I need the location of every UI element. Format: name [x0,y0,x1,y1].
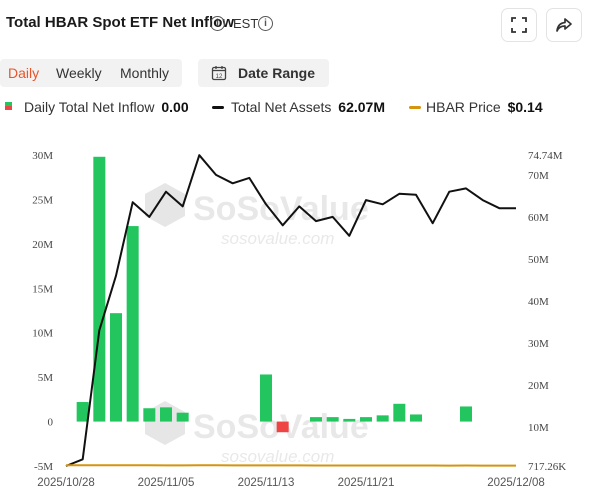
inflow-bar [376,415,389,422]
legend-value-assets: 62.07M [338,99,385,115]
left-tick-label: 30M [32,150,53,162]
tab-monthly[interactable]: Monthly [120,65,170,81]
watermark-site: sosovalue.com [221,447,334,466]
right-tick-label: 74.74M [528,150,563,162]
fullscreen-icon [511,17,527,33]
inflow-bar [260,374,272,422]
inflow-bar [160,407,172,422]
series-lines [65,154,516,467]
legend-label-assets: Total Net Assets [231,99,332,115]
legend-label-inflow: Daily Total Net Inflow [24,99,155,115]
date-range-label: Date Range [238,65,316,81]
tab-daily[interactable]: Daily [8,65,40,81]
right-tick-label: 10M [528,422,549,434]
legend-value-price: $0.14 [507,99,543,115]
share-button[interactable] [546,8,582,42]
left-axis: 30M 25M 20M 15M 10M 5M 0 -5M [32,150,53,473]
inflow-bar [176,412,189,422]
legend-swatch-price [409,106,421,109]
legend-item-inflow[interactable]: Daily Total Net Inflow 0.00 [24,99,189,115]
x-axis: 2025/10/28 2025/11/05 2025/11/13 2025/11/21… [37,477,545,489]
chart-title: Total HBAR Spot ETF Net Inflow [6,14,235,31]
calendar-icon: 12 [211,66,227,81]
inflow-bar [276,421,289,433]
svg-text:12: 12 [216,74,223,80]
inflow-bar [93,156,106,422]
right-tick-label: 70M [528,170,549,182]
share-icon [556,18,572,32]
legend-swatch-inflow [5,102,12,110]
inflow-bar [393,403,406,422]
inflow-bar [326,417,339,422]
date-range-button[interactable]: 12 Date Range [198,59,329,87]
timezone-label: EST [233,16,259,31]
right-tick-label: 20M [528,380,549,392]
right-axis: 74.74M 70M 60M 50M 40M 30M 20M 10M 717.26K [528,150,566,473]
x-tick-label: 2025/11/13 [238,477,295,489]
inflow-bar [126,226,139,422]
right-tick-label: 60M [528,212,549,224]
fullscreen-button[interactable] [501,8,537,42]
inflow-bar [410,414,422,422]
watermark-logo-icon [145,183,185,227]
right-tick-label: 717.26K [528,461,566,473]
x-tick-label: 2025/11/05 [138,477,195,489]
left-tick-label: 0 [48,417,54,429]
legend-item-price[interactable]: HBAR Price $0.14 [426,99,543,115]
tab-weekly[interactable]: Weekly [56,65,102,81]
chart-header: Total HBAR Spot ETF Net Inflow i EST i [0,0,591,48]
inflow-bar [143,408,156,422]
left-tick-label: 20M [32,239,53,251]
left-tick-label: 15M [32,283,53,295]
inflow-bar [360,417,372,422]
period-tabs: Daily Weekly Monthly [0,59,182,87]
x-tick-label: 2025/11/21 [338,477,395,489]
inflow-bar [76,402,89,422]
inflow-bar [110,313,122,422]
right-tick-label: 50M [528,254,549,266]
inflow-bar [460,406,472,422]
legend-swatch-assets [212,106,224,109]
x-tick-label: 2025/12/08 [487,477,545,489]
info-icon[interactable]: i [210,16,225,31]
watermark-site: sosovalue.com [221,229,334,248]
right-tick-label: 30M [528,338,549,350]
timezone-info-icon[interactable]: i [258,16,273,31]
inflow-bar [310,417,322,422]
left-tick-label: 25M [32,194,53,206]
legend-value-inflow: 0.00 [161,99,189,115]
left-tick-label: 5M [38,372,54,384]
legend-item-assets[interactable]: Total Net Assets 62.07M [231,99,385,115]
right-tick-label: 40M [528,296,549,308]
x-tick-label: 2025/10/28 [37,477,95,489]
left-tick-label: -5M [34,461,53,473]
chart-legend: Daily Total Net Inflow 0.00 Total Net As… [0,96,591,118]
legend-label-price: HBAR Price [426,99,501,115]
left-tick-label: 10M [32,328,53,340]
inflow-bar [343,418,356,422]
net-assets-line [65,154,516,467]
